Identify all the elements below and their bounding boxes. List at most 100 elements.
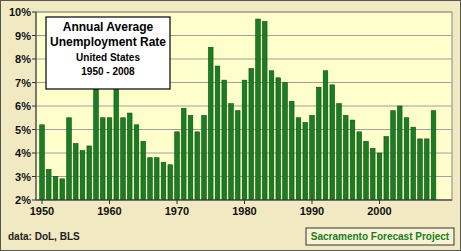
subtitle: United States	[76, 52, 140, 63]
bar	[431, 111, 436, 200]
x-tick-label: 1960	[97, 205, 121, 217]
y-tick	[32, 59, 36, 60]
bar	[303, 122, 308, 200]
x-tick	[244, 200, 245, 204]
y-tick-label: 8%	[15, 53, 31, 65]
bar	[323, 71, 328, 200]
bar	[121, 118, 126, 200]
bar	[364, 141, 369, 200]
bar	[94, 87, 99, 200]
grid-line	[36, 12, 452, 13]
x-tick	[379, 200, 380, 204]
bar	[87, 146, 92, 200]
y-tick-label: 4%	[15, 147, 31, 159]
bar	[127, 113, 132, 200]
bar	[343, 115, 348, 200]
source-note: data: DoL, BLS	[8, 231, 80, 242]
bar	[141, 141, 146, 200]
x-tick-label: 1970	[165, 205, 189, 217]
bar	[148, 158, 153, 200]
bar	[283, 83, 288, 201]
y-tick-label: 9%	[15, 30, 31, 42]
bar	[222, 80, 227, 200]
x-tick	[109, 200, 110, 204]
credit-box	[306, 228, 454, 245]
bar	[384, 137, 389, 200]
bar	[424, 139, 429, 200]
chart: 2%3%4%5%6%7%8%9%10%195019601970198019902…	[0, 0, 461, 251]
plot-area	[36, 12, 452, 200]
bar	[337, 104, 342, 200]
bar	[154, 158, 159, 200]
bar	[391, 111, 396, 200]
bar	[357, 132, 362, 200]
x-tick-label: 1980	[232, 205, 256, 217]
bar	[181, 108, 186, 200]
title-box	[46, 17, 170, 89]
bars	[40, 19, 436, 200]
bar	[276, 78, 281, 200]
y-tick	[32, 176, 36, 177]
bar	[46, 169, 51, 200]
x-tick	[177, 200, 178, 204]
bar	[330, 85, 335, 200]
background	[1, 1, 461, 251]
bar	[404, 118, 409, 200]
bar	[310, 115, 315, 200]
credit: Sacramento Forecast Project	[311, 231, 450, 242]
bar	[269, 71, 274, 200]
bar	[289, 101, 294, 200]
y-tick-label: 5%	[15, 124, 31, 136]
bar	[188, 115, 193, 200]
bar	[80, 151, 85, 200]
bar	[370, 148, 375, 200]
bar	[114, 90, 119, 200]
bar	[418, 139, 423, 200]
y-tick	[32, 129, 36, 130]
y-tick-label: 7%	[15, 77, 31, 89]
title: Annual Average	[63, 20, 154, 34]
bar	[40, 125, 45, 200]
y-tick-label: 10%	[9, 6, 31, 18]
y-tick	[32, 12, 36, 13]
x-tick	[312, 200, 313, 204]
bar	[235, 111, 240, 200]
y-tick	[32, 200, 36, 201]
bar	[53, 177, 58, 201]
y-tick-label: 6%	[15, 100, 31, 112]
bar	[377, 153, 382, 200]
bar	[242, 80, 247, 200]
bar	[107, 118, 112, 200]
y-tick	[32, 153, 36, 154]
bar	[296, 118, 301, 200]
bar	[161, 162, 166, 200]
y-tick	[32, 35, 36, 36]
bar	[67, 118, 72, 200]
bar	[134, 125, 139, 200]
bar	[60, 179, 65, 200]
bar	[229, 104, 234, 200]
bar	[208, 47, 213, 200]
bar	[316, 87, 321, 200]
bar	[202, 115, 207, 200]
x-tick-label: 1990	[300, 205, 324, 217]
y-tick	[32, 82, 36, 83]
bar	[100, 118, 105, 200]
title: Unemployment Rate	[50, 35, 166, 49]
bar	[249, 68, 254, 200]
bar	[175, 132, 180, 200]
bar	[411, 127, 416, 200]
y-tick-label: 3%	[15, 171, 31, 183]
bar	[168, 165, 173, 200]
subtitle: 1950 - 2008	[81, 66, 135, 77]
bar	[73, 144, 78, 200]
bar	[256, 19, 261, 200]
bar	[195, 132, 200, 200]
y-tick	[32, 106, 36, 107]
bar	[350, 120, 355, 200]
bar	[397, 106, 402, 200]
x-tick-label: 2000	[367, 205, 391, 217]
bar	[215, 66, 220, 200]
bar	[262, 21, 267, 200]
x-tick-label: 1950	[30, 205, 54, 217]
